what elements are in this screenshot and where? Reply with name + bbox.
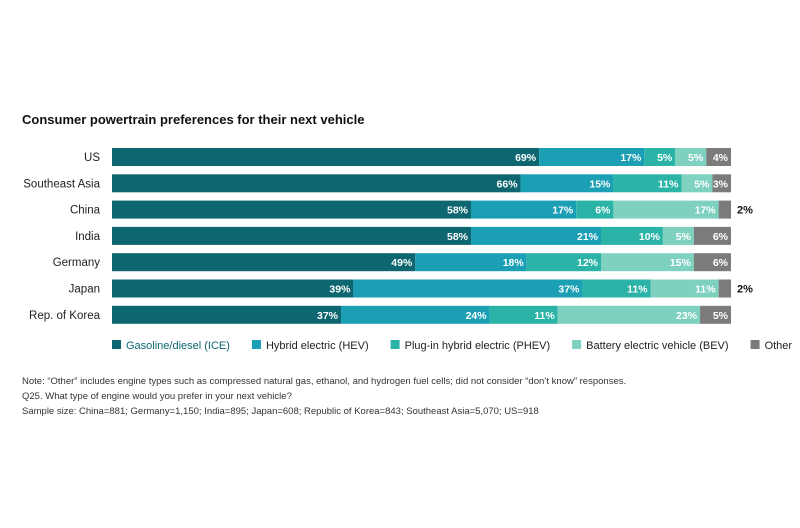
data-label-southeast-asia-hybrid-electric-hev: 15% [589, 178, 611, 190]
legend-swatch-gasoline-diesel-ice [112, 340, 121, 349]
category-label-germany: Germany [53, 257, 101, 269]
bar-southeast-asia-other [712, 174, 731, 193]
bar-rep-of-korea-other [700, 305, 731, 324]
bar-india-hybrid-electric-hev [471, 226, 602, 245]
bar-southeast-asia-battery-electric-vehicle-bev [681, 174, 713, 193]
category-label-us: US [84, 152, 100, 164]
stacked-bar-chart: US 69% 17% 5% 5% 4%Southeast Asia 66% 15% 11% 5% 3… [23, 148, 793, 352]
data-label-germany-battery-electric-vehicle-bev: 15% [670, 257, 692, 269]
bar-japan-other [718, 279, 731, 298]
bar-india-gasoline-diesel-ice [112, 226, 472, 245]
data-label-southeast-asia-battery-electric-vehicle-bev: 5% [694, 178, 710, 190]
bar-japan-battery-electric-vehicle-bev [650, 279, 719, 298]
bar-rep-of-korea-battery-electric-vehicle-bev [557, 305, 701, 324]
data-label-japan-plug-in-hybrid-electric-phev: 11% [627, 284, 648, 296]
data-label-germany-hybrid-electric-hev: 18% [503, 257, 525, 269]
bar-india-other [693, 226, 731, 245]
bar-germany-gasoline-diesel-ice [112, 253, 416, 272]
data-label-japan-gasoline-diesel-ice: 39% [329, 284, 351, 296]
bar-us-other [706, 148, 731, 166]
bar-china-battery-electric-vehicle-bev [613, 200, 719, 219]
data-label-china-hybrid-electric-hev: 17% [552, 205, 574, 217]
data-label-us-battery-electric-vehicle-bev: 5% [688, 152, 704, 164]
bar-us-gasoline-diesel-ice [112, 148, 540, 166]
bar-rep-of-korea-hybrid-electric-hev [341, 305, 490, 324]
bar-india-plug-in-hybrid-electric-phev [601, 226, 663, 245]
bar-china-hybrid-electric-hev [471, 200, 577, 219]
category-label-southeast-asia: Southeast Asia [23, 178, 100, 190]
data-label-india-battery-electric-vehicle-bev: 5% [676, 231, 692, 243]
legend-swatch-battery-electric-vehicle-bev [572, 340, 582, 349]
bar-germany-battery-electric-vehicle-bev [601, 253, 694, 272]
data-label-southeast-asia-gasoline-diesel-ice: 66% [497, 178, 519, 190]
note-sample-size: Sample size: China=881; Germany=1,150; I… [22, 406, 539, 417]
bar-rep-of-korea-gasoline-diesel-ice [112, 305, 342, 324]
data-label-rep-of-korea-gasoline-diesel-ice: 37% [317, 310, 339, 322]
data-label-rep-of-korea-battery-electric-vehicle-bev: 23% [676, 310, 698, 322]
bar-southeast-asia-hybrid-electric-hev [520, 174, 614, 193]
data-label-japan-other: 2% [737, 284, 753, 296]
data-label-japan-battery-electric-vehicle-bev: 11% [695, 284, 716, 296]
legend-swatch-hybrid-electric-hev [251, 340, 261, 349]
category-label-china: China [70, 205, 101, 217]
bar-us-plug-in-hybrid-electric-phev [644, 148, 676, 166]
bar-germany-hybrid-electric-hev [415, 253, 527, 272]
bar-japan-hybrid-electric-hev [353, 279, 583, 298]
data-label-germany-plug-in-hybrid-electric-phev: 12% [577, 257, 599, 269]
legend-label-plug-in-hybrid-electric-phev: Plug-in hybrid electric (PHEV) [405, 340, 551, 352]
category-label-rep-of-korea: Rep. of Korea [29, 310, 101, 322]
bar-japan-plug-in-hybrid-electric-phev [582, 279, 651, 298]
data-label-japan-hybrid-electric-hev: 37% [558, 284, 580, 296]
data-label-india-other: 6% [713, 231, 729, 243]
data-label-china-other: 2% [737, 205, 753, 217]
legend-label-battery-electric-vehicle-bev: Battery electric vehicle (BEV) [586, 340, 728, 352]
data-label-india-gasoline-diesel-ice: 58% [447, 231, 469, 243]
bar-china-plug-in-hybrid-electric-phev [576, 200, 614, 219]
note-question: Q25. What type of engine would you prefe… [22, 391, 292, 402]
data-label-southeast-asia-plug-in-hybrid-electric-phev: 11% [658, 178, 679, 190]
legend-swatch-plug-in-hybrid-electric-phev [390, 340, 400, 349]
data-label-us-other: 4% [713, 152, 729, 164]
data-label-us-hybrid-electric-hev: 17% [620, 152, 642, 164]
bar-japan-gasoline-diesel-ice [112, 279, 354, 298]
category-label-india: India [75, 231, 101, 243]
bar-germany-plug-in-hybrid-electric-phev [526, 253, 602, 272]
data-label-rep-of-korea-plug-in-hybrid-electric-phev: 11% [534, 310, 555, 322]
bar-china-other [718, 200, 731, 219]
bar-southeast-asia-gasoline-diesel-ice [112, 174, 521, 193]
chart-title: Consumer powertrain preferences for thei… [22, 112, 365, 127]
data-label-china-battery-electric-vehicle-bev: 17% [695, 205, 717, 217]
data-label-us-gasoline-diesel-ice: 69% [515, 152, 537, 164]
data-label-germany-other: 6% [713, 257, 729, 269]
bar-germany-other [693, 253, 731, 272]
data-label-rep-of-korea-other: 5% [713, 310, 729, 322]
note-other-definition: Note: “Other” includes engine types such… [22, 376, 627, 387]
category-label-japan: Japan [69, 284, 100, 296]
data-label-china-plug-in-hybrid-electric-phev: 6% [595, 205, 611, 217]
bar-southeast-asia-plug-in-hybrid-electric-phev [613, 174, 682, 193]
legend-label-gasoline-diesel-ice: Gasoline/diesel (ICE) [126, 340, 230, 352]
bar-india-battery-electric-vehicle-bev [662, 226, 694, 245]
data-label-southeast-asia-other: 3% [713, 178, 729, 190]
data-label-india-plug-in-hybrid-electric-phev: 10% [639, 231, 661, 243]
bar-china-gasoline-diesel-ice [112, 200, 472, 219]
legend-swatch-other [750, 340, 760, 349]
bar-us-battery-electric-vehicle-bev [675, 148, 707, 166]
chart-notes: Note: “Other” includes engine types such… [22, 374, 626, 419]
legend-label-hybrid-electric-hev: Hybrid electric (HEV) [266, 340, 369, 352]
data-label-germany-gasoline-diesel-ice: 49% [391, 257, 413, 269]
data-label-us-plug-in-hybrid-electric-phev: 5% [657, 152, 673, 164]
bar-us-hybrid-electric-hev [539, 148, 645, 166]
legend-label-other: Other [765, 340, 793, 352]
bar-rep-of-korea-plug-in-hybrid-electric-phev [489, 305, 558, 324]
data-label-india-hybrid-electric-hev: 21% [577, 231, 599, 243]
data-label-rep-of-korea-hybrid-electric-hev: 24% [466, 310, 488, 322]
data-label-china-gasoline-diesel-ice: 58% [447, 205, 469, 217]
